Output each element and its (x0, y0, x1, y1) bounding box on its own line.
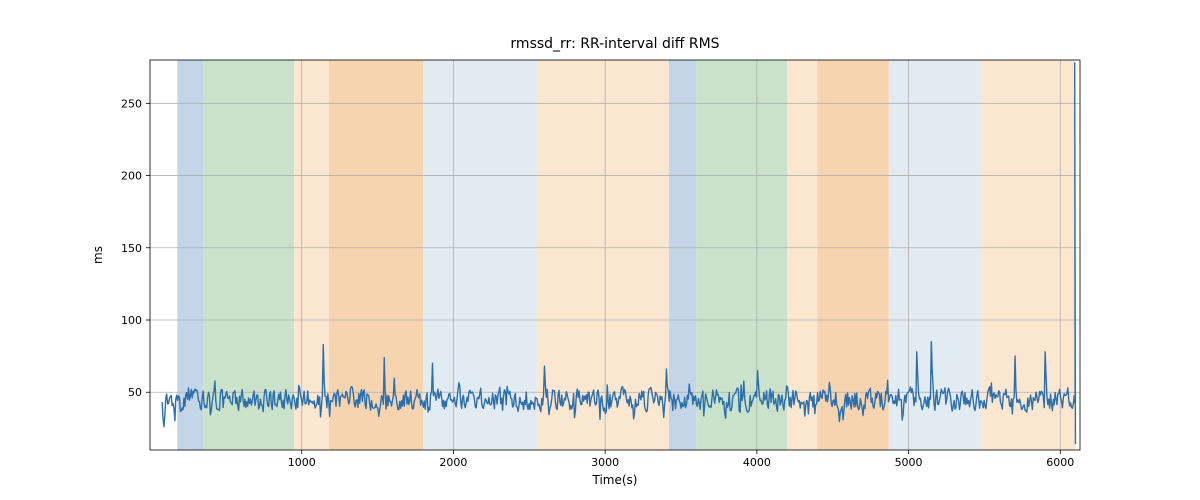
y-tick-label: 100 (121, 314, 142, 327)
rmssd-chart: 100020003000400050006000 50100150200250 … (0, 0, 1200, 500)
y-tick-label: 250 (121, 97, 142, 110)
x-tick-label: 1000 (288, 456, 316, 469)
y-tick-label: 50 (128, 386, 142, 399)
band-11 (981, 60, 1075, 450)
band-10 (889, 60, 982, 450)
y-tick-label: 150 (121, 242, 142, 255)
x-tick-label: 5000 (895, 456, 923, 469)
band-8 (787, 60, 817, 450)
x-tick-label: 2000 (439, 456, 467, 469)
chart-title: rmssd_rr: RR-interval diff RMS (510, 36, 719, 52)
x-axis-label: Time(s) (592, 473, 638, 487)
x-tick-label: 6000 (1046, 456, 1074, 469)
y-ticks: 50 100 150 200 250 (121, 97, 150, 399)
band-6 (669, 60, 696, 450)
x-tick-label: 3000 (591, 456, 619, 469)
y-tick-label: 200 (121, 170, 142, 183)
band-0 (177, 60, 203, 450)
x-ticks: 1000 2000 3000 4000 5000 6000 (288, 450, 1075, 469)
band-3 (329, 60, 423, 450)
y-axis-label: ms (91, 246, 105, 264)
x-tick-label: 4000 (743, 456, 771, 469)
chart-svg: 100020003000400050006000 50100150200250 … (0, 0, 1200, 500)
